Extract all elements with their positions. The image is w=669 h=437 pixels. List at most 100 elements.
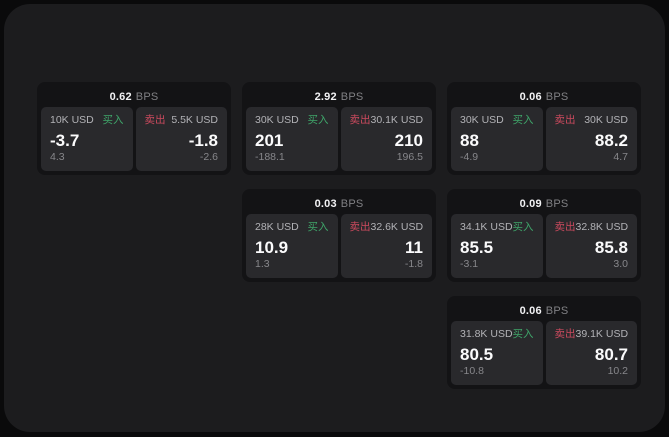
sell-side-label: 卖出 <box>349 221 371 233</box>
sell-notional: 30.1K USD <box>370 114 424 126</box>
bps-suffix-label: BPS <box>340 197 364 210</box>
buy-secondary-value: 1.3 <box>255 258 270 271</box>
buy-notional: 30K USD <box>255 114 299 126</box>
buy-secondary-value: -3.1 <box>460 258 479 271</box>
sell-notional: 32.6K USD <box>370 221 424 233</box>
quote-card: 0.03 BPS 28K USD 买入 10.9 1.3 卖出 32.6K US… <box>242 189 436 282</box>
sell-side-label: 卖出 <box>349 114 371 126</box>
sell-price: 85.8 <box>594 237 628 257</box>
buy-price: -3.7 <box>50 130 80 150</box>
buy-panel-header: 30K USD 买入 <box>255 114 329 127</box>
buy-price: 80.5 <box>460 344 494 364</box>
buy-quote-panel[interactable]: 34.1K USD 买入 85.5 -3.1 <box>451 214 543 278</box>
sell-price: 210 <box>394 130 423 150</box>
sell-secondary-value: 196.5 <box>396 151 423 164</box>
sell-quote-panel[interactable]: 卖出 32.6K USD 11 -1.8 <box>340 214 432 278</box>
bps-value: 0.03 <box>314 197 337 210</box>
buy-notional: 30K USD <box>460 114 504 126</box>
sell-notional: 32.8K USD <box>575 221 629 233</box>
buy-panel-header: 31.8K USD 买入 <box>460 328 534 341</box>
card-header: 0.06 BPS <box>451 300 637 321</box>
quote-card: 0.06 BPS 30K USD 买入 88 -4.9 卖出 30K USD 8… <box>447 82 641 175</box>
sell-secondary-value: -2.6 <box>199 151 218 164</box>
bps-suffix-label: BPS <box>545 197 569 210</box>
sell-notional: 39.1K USD <box>575 328 629 340</box>
card-header: 0.06 BPS <box>451 86 637 107</box>
sell-panel-header: 卖出 30.1K USD <box>349 114 424 127</box>
buy-side-label: 买入 <box>512 114 534 126</box>
bps-value: 0.06 <box>519 304 542 317</box>
sell-price: 11 <box>405 237 423 257</box>
sell-panel-header: 卖出 5.5K USD <box>144 114 219 127</box>
bps-value: 0.06 <box>519 90 542 103</box>
buy-secondary-value: -4.9 <box>460 151 479 164</box>
buy-quote-panel[interactable]: 31.8K USD 买入 80.5 -10.8 <box>451 321 543 385</box>
buy-notional: 10K USD <box>50 114 94 126</box>
bps-suffix-label: BPS <box>545 90 569 103</box>
sell-panel-header: 卖出 32.6K USD <box>349 221 424 234</box>
sell-quote-panel[interactable]: 卖出 39.1K USD 80.7 10.2 <box>545 321 637 385</box>
quote-panels: 28K USD 买入 10.9 1.3 卖出 32.6K USD 11 -1.8 <box>246 214 432 278</box>
buy-panel-header: 28K USD 买入 <box>255 221 329 234</box>
quote-card: 0.06 BPS 31.8K USD 买入 80.5 -10.8 卖出 39.1… <box>447 296 641 389</box>
quote-card: 0.09 BPS 34.1K USD 买入 85.5 -3.1 卖出 32.8K… <box>447 189 641 282</box>
bps-suffix-label: BPS <box>135 90 159 103</box>
sell-price: 80.7 <box>594 344 628 364</box>
sell-secondary-value: 10.2 <box>607 365 628 378</box>
quote-card: 0.62 BPS 10K USD 买入 -3.7 4.3 卖出 5.5K USD… <box>37 82 231 175</box>
sell-price: -1.8 <box>188 130 218 150</box>
buy-side-label: 买入 <box>307 114 329 126</box>
sell-quote-panel[interactable]: 卖出 32.8K USD 85.8 3.0 <box>545 214 637 278</box>
sell-notional: 30K USD <box>584 114 628 126</box>
buy-secondary-value: 4.3 <box>50 151 65 164</box>
sell-quote-panel[interactable]: 卖出 30K USD 88.2 4.7 <box>545 107 637 171</box>
buy-side-label: 买入 <box>102 114 124 126</box>
quote-card: 2.92 BPS 30K USD 买入 201 -188.1 卖出 30.1K … <box>242 82 436 175</box>
sell-secondary-value: 3.0 <box>613 258 628 271</box>
buy-secondary-value: -188.1 <box>255 151 285 164</box>
buy-quote-panel[interactable]: 28K USD 买入 10.9 1.3 <box>246 214 338 278</box>
sell-side-label: 卖出 <box>554 114 576 126</box>
card-header: 0.09 BPS <box>451 193 637 214</box>
sell-notional: 5.5K USD <box>171 114 218 126</box>
buy-price: 201 <box>255 130 284 150</box>
card-header: 2.92 BPS <box>246 86 432 107</box>
buy-panel-header: 10K USD 买入 <box>50 114 124 127</box>
buy-price: 88 <box>460 130 479 150</box>
sell-side-label: 卖出 <box>554 328 576 340</box>
bps-suffix-label: BPS <box>340 90 364 103</box>
sell-panel-header: 卖出 39.1K USD <box>554 328 629 341</box>
buy-price: 85.5 <box>460 237 494 257</box>
bps-value: 0.62 <box>109 90 132 103</box>
quote-panels: 34.1K USD 买入 85.5 -3.1 卖出 32.8K USD 85.8… <box>451 214 637 278</box>
sell-secondary-value: 4.7 <box>613 151 628 164</box>
quote-panels: 31.8K USD 买入 80.5 -10.8 卖出 39.1K USD 80.… <box>451 321 637 385</box>
buy-secondary-value: -10.8 <box>460 365 484 378</box>
buy-notional: 34.1K USD <box>460 221 513 233</box>
quote-panels: 30K USD 买入 88 -4.9 卖出 30K USD 88.2 4.7 <box>451 107 637 171</box>
sell-quote-panel[interactable]: 卖出 5.5K USD -1.8 -2.6 <box>135 107 227 171</box>
buy-side-label: 买入 <box>512 328 534 340</box>
buy-quote-panel[interactable]: 30K USD 买入 88 -4.9 <box>451 107 543 171</box>
sell-quote-panel[interactable]: 卖出 30.1K USD 210 196.5 <box>340 107 432 171</box>
buy-notional: 31.8K USD <box>460 328 513 340</box>
sell-side-label: 卖出 <box>554 221 576 233</box>
bps-suffix-label: BPS <box>545 304 569 317</box>
sell-panel-header: 卖出 32.8K USD <box>554 221 629 234</box>
card-header: 0.03 BPS <box>246 193 432 214</box>
app-surface: 0.62 BPS 10K USD 买入 -3.7 4.3 卖出 5.5K USD… <box>4 4 665 432</box>
sell-side-label: 卖出 <box>144 114 166 126</box>
buy-quote-panel[interactable]: 30K USD 买入 201 -188.1 <box>246 107 338 171</box>
buy-side-label: 买入 <box>512 221 534 233</box>
sell-secondary-value: -1.8 <box>404 258 423 271</box>
buy-panel-header: 30K USD 买入 <box>460 114 534 127</box>
bps-value: 2.92 <box>314 90 337 103</box>
buy-notional: 28K USD <box>255 221 299 233</box>
bps-value: 0.09 <box>519 197 542 210</box>
buy-quote-panel[interactable]: 10K USD 买入 -3.7 4.3 <box>41 107 133 171</box>
card-header: 0.62 BPS <box>41 86 227 107</box>
buy-price: 10.9 <box>255 237 289 257</box>
buy-panel-header: 34.1K USD 买入 <box>460 221 534 234</box>
sell-panel-header: 卖出 30K USD <box>554 114 629 127</box>
sell-price: 88.2 <box>594 130 628 150</box>
